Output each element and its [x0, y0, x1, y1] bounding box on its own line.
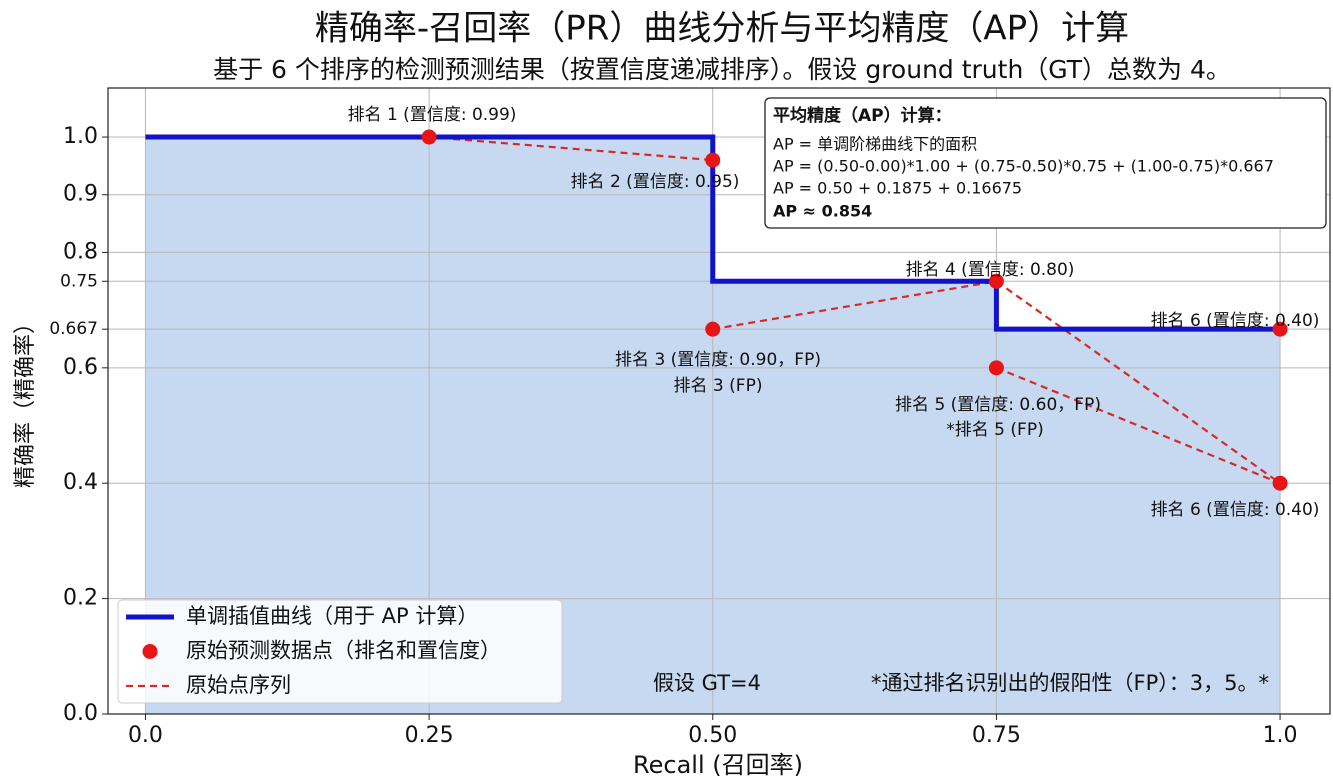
- annotation: 排名 6 (置信度: 0.40): [1151, 500, 1320, 520]
- note: 假设 GT=4: [653, 671, 761, 695]
- chart-title: 精确率-召回率（PR）曲线分析与平均精度（AP）计算: [315, 9, 1129, 49]
- x-tick-label: 0.0: [128, 723, 163, 748]
- chart-subtitle: 基于 6 个排序的检测预测结果（按置信度递减排序）。假设 ground trut…: [213, 55, 1231, 84]
- data-point: [988, 360, 1004, 376]
- y-tick-label: 0.667: [49, 319, 98, 339]
- y-axis-label: 精确率（精确率）: [13, 312, 38, 488]
- ap-box-line: AP = 单调阶梯曲线下的面积: [773, 135, 977, 154]
- y-tick-label: 0.8: [63, 239, 98, 264]
- ap-box-line: AP = 0.50 + 0.1875 + 0.16675: [773, 179, 1022, 198]
- ap-box-result: AP ≈ 0.854: [773, 202, 872, 221]
- data-point: [705, 152, 721, 168]
- legend-label: 单调插值曲线（用于 AP 计算）: [186, 604, 478, 628]
- legend-label: 原始点序列: [186, 673, 291, 697]
- y-tick-label: 1.0: [63, 124, 98, 149]
- ap-box-title: 平均精度（AP）计算：: [773, 105, 952, 126]
- annotation: 排名 6 (置信度: 0.40): [1151, 311, 1320, 331]
- x-axis-label: Recall (召回率): [633, 751, 803, 779]
- note: *通过排名识别出的假阳性（FP）：3，5。*: [871, 671, 1269, 695]
- x-tick-label: 1.0: [1263, 723, 1298, 748]
- data-point: [988, 273, 1004, 289]
- x-tick-label: 0.25: [405, 723, 454, 748]
- y-tick-label: 0.4: [63, 470, 98, 495]
- annotation: 排名 2 (置信度: 0.95): [571, 172, 740, 192]
- ap-box: [764, 97, 1327, 229]
- y-tick-label: 0.6: [63, 355, 98, 380]
- annotation: 排名 3 (置信度: 0.90，FP): [615, 350, 821, 370]
- x-tick-label: 0.75: [972, 723, 1021, 748]
- annotation: 排名 4 (置信度: 0.80): [906, 260, 1075, 280]
- legend-swatch: [142, 644, 158, 659]
- y-tick-label: 0.0: [63, 701, 98, 726]
- legend-label: 原始预测数据点（排名和置信度）: [186, 639, 501, 663]
- y-tick-label: 0.75: [60, 271, 98, 291]
- plot-frame: [107, 87, 1331, 715]
- legend-box: [117, 599, 563, 704]
- step-line: [145, 134, 1281, 332]
- y-tick-label: 0.2: [63, 586, 98, 611]
- y-tick-label: 0.9: [63, 182, 98, 207]
- annotation: 排名 1 (置信度: 0.99): [348, 105, 517, 125]
- annotation: *排名 5 (FP): [946, 420, 1043, 440]
- ap-box-line: AP = (0.50-0.00)*1.00 + (0.75-0.50)*0.75…: [773, 157, 1274, 176]
- dashed-line: [429, 135, 1281, 485]
- data-point: [1272, 475, 1288, 491]
- x-tick-label: 0.50: [688, 723, 737, 748]
- annotation: 排名 3 (FP): [674, 376, 763, 396]
- annotation: 排名 5 (置信度: 0.60，FP): [895, 395, 1101, 415]
- data-point: [1272, 321, 1288, 337]
- data-point: [705, 321, 721, 337]
- data-point: [421, 129, 437, 145]
